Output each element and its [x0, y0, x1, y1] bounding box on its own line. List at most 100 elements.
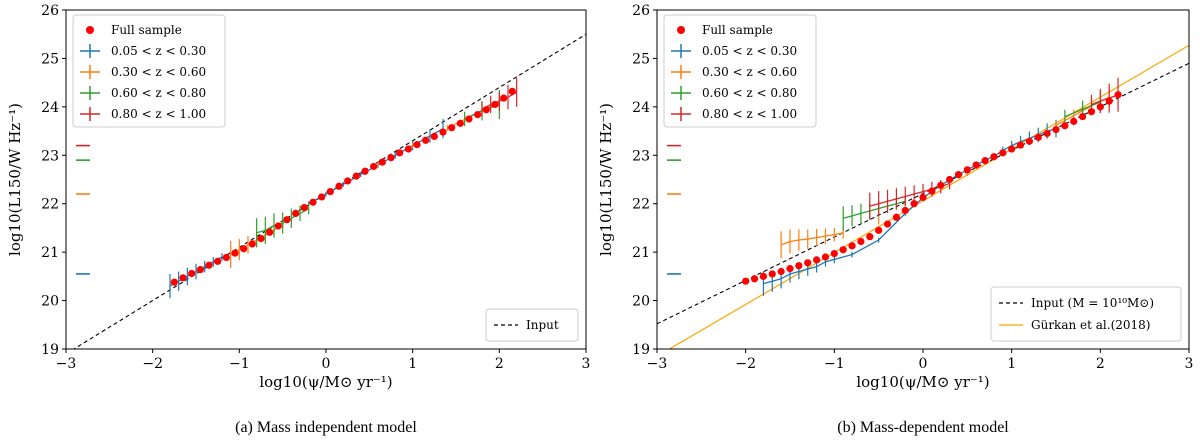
full-sample-point [404, 145, 412, 153]
y-tick-label: 26 [632, 3, 650, 19]
input-line [72, 33, 586, 349]
full-sample-point [839, 246, 847, 254]
full-sample-point [1070, 117, 1078, 125]
full-sample-point [300, 203, 308, 212]
legend-label: Gürkan et al.(2018) [1031, 318, 1150, 332]
legend-label: 0.05 < z < 0.30 [111, 44, 206, 58]
full-sample-point [1105, 97, 1113, 105]
y-tick-label: 20 [41, 294, 59, 310]
series-z3 [842, 91, 1101, 231]
panel-caption: (b) Mass-dependent model [837, 419, 1009, 436]
full-sample-point [768, 270, 776, 278]
legend-bottom: Input (M = 10¹⁰M⊙) Gürkan et al.(2018) [990, 286, 1182, 342]
full-sample-point [1008, 145, 1016, 153]
y-tick-label: 19 [41, 342, 59, 358]
full-sample-point [344, 177, 352, 185]
plot-area [657, 44, 1189, 349]
x-tick-label: 2 [1096, 356, 1105, 372]
full-sample-point [1043, 129, 1051, 138]
x-tick-label: 1 [408, 356, 417, 372]
legend-marker-full [677, 26, 685, 34]
full-sample-point [500, 94, 508, 102]
full-sample-point [1025, 137, 1033, 145]
full-sample-point [222, 253, 230, 262]
full-sample-point [1034, 133, 1042, 141]
full-sample-point [352, 172, 360, 180]
series-z3 [256, 89, 500, 248]
full-sample-point [848, 242, 856, 250]
legend-label: Input (M = 10¹⁰M⊙) [1031, 296, 1154, 310]
full-sample-point [742, 277, 750, 285]
full-sample-point [335, 182, 343, 190]
y-tick-label: 25 [41, 51, 59, 67]
full-sample-point [981, 157, 989, 165]
full-sample-point [370, 162, 378, 171]
full-sample-point [813, 256, 821, 264]
x-tick-label: −3 [56, 356, 77, 372]
series-z2 [780, 87, 1110, 259]
full-sample-point [283, 216, 291, 224]
series-line [843, 200, 906, 219]
full-sample-point [266, 228, 274, 236]
legend-label: 0.30 < z < 0.60 [702, 65, 797, 79]
full-sample-point [990, 153, 998, 161]
y-tick-label: 24 [41, 100, 59, 116]
x-tick-label: 3 [582, 356, 591, 372]
x-tick-label: 1 [1007, 356, 1016, 372]
x-tick-label: −2 [735, 356, 756, 372]
y-tick-label: 25 [632, 51, 650, 67]
full-sample-point [448, 124, 456, 132]
legend-label: 0.80 < z < 1.00 [111, 107, 206, 121]
full-sample-point [170, 278, 178, 286]
x-tick-label: 0 [322, 356, 331, 372]
full-sample-point [759, 272, 768, 280]
series-z4 [481, 77, 518, 117]
full-sample-point [1087, 108, 1096, 116]
y-tick-label: 26 [41, 3, 59, 19]
full-sample-point [430, 132, 438, 140]
full-sample-point [875, 226, 883, 234]
full-sample-point [910, 200, 918, 208]
panel-caption: (a) Mass independent model [235, 419, 417, 436]
full-sample-point [257, 234, 265, 243]
legend-label: Full sample [111, 23, 182, 37]
full-sample-point [439, 128, 447, 136]
full-sample-point [919, 193, 927, 202]
y-axis-label: log10(L150/W Hz⁻¹) [597, 103, 615, 256]
full-sample-point [205, 261, 213, 269]
full-sample-point [248, 240, 256, 248]
full-sample-point [804, 259, 812, 267]
full-sample-point [928, 187, 936, 195]
legend-label: 0.60 < z < 0.80 [702, 86, 797, 100]
full-sample-point [179, 274, 187, 282]
full-sample-point [231, 249, 239, 257]
legend-label: 0.80 < z < 1.00 [702, 107, 797, 121]
full-sample-point [1061, 122, 1069, 130]
full-sample-point [946, 175, 954, 184]
full-sample-point [830, 249, 838, 258]
full-sample-point [491, 100, 499, 109]
series-z4 [869, 77, 1119, 220]
full-sample-point [795, 262, 803, 270]
legend-marker-full [86, 26, 94, 34]
full-sample-point [883, 220, 892, 228]
y-tick-label: 24 [632, 100, 650, 116]
y-tick-label: 21 [632, 245, 650, 261]
y-tick-label: 19 [632, 342, 650, 358]
x-tick-label: 0 [919, 356, 928, 372]
legend-label: 0.60 < z < 0.80 [111, 86, 206, 100]
full-sample-point [963, 166, 971, 174]
series-line [869, 182, 950, 207]
plot-area [72, 33, 586, 349]
full-sample-point [318, 193, 326, 201]
full-sample-point [821, 253, 830, 261]
full-sample-point [857, 237, 865, 246]
y-axis-label: log10(L150/W Hz⁻¹) [6, 103, 24, 256]
series-line [780, 232, 844, 246]
full-sample-point [309, 198, 317, 206]
full-sample-point [1096, 103, 1104, 111]
full-sample-point [1114, 91, 1122, 99]
y-tick-label: 20 [632, 294, 650, 310]
